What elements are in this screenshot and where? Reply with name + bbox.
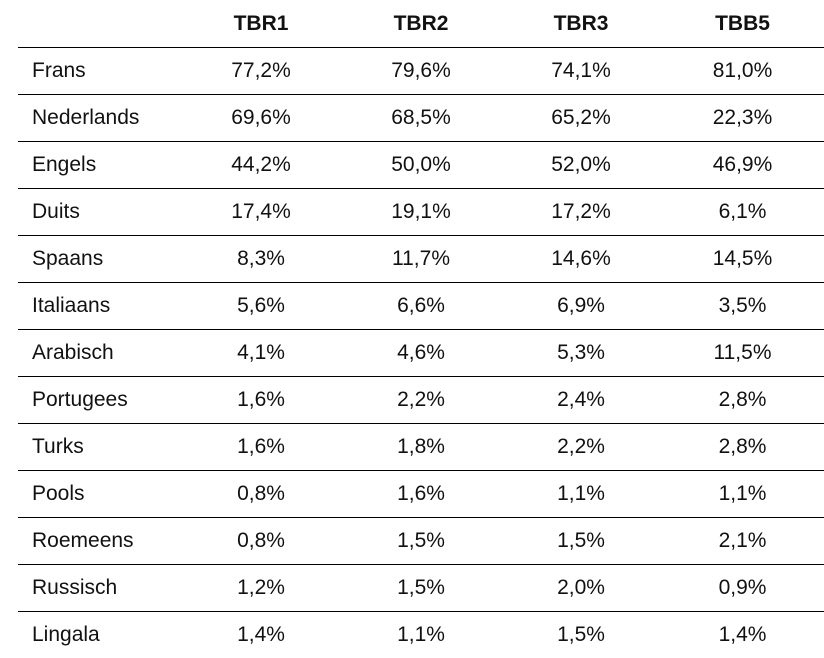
language-cell: Nederlands bbox=[18, 95, 181, 142]
value-cell: 69,6% bbox=[181, 95, 341, 142]
value-cell: 2,2% bbox=[501, 424, 661, 471]
value-cell: 8,3% bbox=[181, 236, 341, 283]
value-cell: 52,0% bbox=[501, 142, 661, 189]
language-cell: Roemeens bbox=[18, 518, 181, 565]
value-cell: 6,6% bbox=[341, 283, 501, 330]
value-cell: 5,3% bbox=[501, 330, 661, 377]
language-cell: Italiaans bbox=[18, 283, 181, 330]
header-row: TBR1 TBR2 TBR3 TBB5 bbox=[18, 0, 824, 48]
value-cell: 1,5% bbox=[501, 612, 661, 658]
header-cell-empty bbox=[18, 0, 181, 48]
value-cell: 1,2% bbox=[181, 565, 341, 612]
value-cell: 2,2% bbox=[341, 377, 501, 424]
value-cell: 22,3% bbox=[661, 95, 824, 142]
value-cell: 17,4% bbox=[181, 189, 341, 236]
value-cell: 1,4% bbox=[661, 612, 824, 658]
value-cell: 14,6% bbox=[501, 236, 661, 283]
value-cell: 0,9% bbox=[661, 565, 824, 612]
value-cell: 81,0% bbox=[661, 48, 824, 95]
language-cell: Frans bbox=[18, 48, 181, 95]
value-cell: 4,6% bbox=[341, 330, 501, 377]
language-cell: Engels bbox=[18, 142, 181, 189]
value-cell: 2,8% bbox=[661, 377, 824, 424]
value-cell: 1,6% bbox=[181, 377, 341, 424]
value-cell: 1,5% bbox=[341, 565, 501, 612]
value-cell: 17,2% bbox=[501, 189, 661, 236]
value-cell: 65,2% bbox=[501, 95, 661, 142]
value-cell: 1,1% bbox=[341, 612, 501, 658]
value-cell: 2,8% bbox=[661, 424, 824, 471]
value-cell: 11,7% bbox=[341, 236, 501, 283]
value-cell: 19,1% bbox=[341, 189, 501, 236]
value-cell: 2,0% bbox=[501, 565, 661, 612]
language-cell: Russisch bbox=[18, 565, 181, 612]
value-cell: 3,5% bbox=[661, 283, 824, 330]
language-cell: Arabisch bbox=[18, 330, 181, 377]
value-cell: 14,5% bbox=[661, 236, 824, 283]
language-cell: Lingala bbox=[18, 612, 181, 658]
value-cell: 1,1% bbox=[501, 471, 661, 518]
value-cell: 11,5% bbox=[661, 330, 824, 377]
value-cell: 79,6% bbox=[341, 48, 501, 95]
value-cell: 6,1% bbox=[661, 189, 824, 236]
value-cell: 77,2% bbox=[181, 48, 341, 95]
header-cell-tbr3: TBR3 bbox=[501, 0, 661, 48]
value-cell: 5,6% bbox=[181, 283, 341, 330]
value-cell: 6,9% bbox=[501, 283, 661, 330]
value-cell: 44,2% bbox=[181, 142, 341, 189]
value-cell: 1,6% bbox=[181, 424, 341, 471]
value-cell: 2,1% bbox=[661, 518, 824, 565]
value-cell: 1,8% bbox=[341, 424, 501, 471]
table-header: TBR1 TBR2 TBR3 TBB5 bbox=[18, 0, 824, 48]
header-cell-tbr1: TBR1 bbox=[181, 0, 341, 48]
value-cell: 4,1% bbox=[181, 330, 341, 377]
language-cell: Spaans bbox=[18, 236, 181, 283]
value-cell: 50,0% bbox=[341, 142, 501, 189]
value-cell: 1,5% bbox=[501, 518, 661, 565]
language-cell: Turks bbox=[18, 424, 181, 471]
value-cell: 1,4% bbox=[181, 612, 341, 658]
language-cell: Duits bbox=[18, 189, 181, 236]
value-cell: 0,8% bbox=[181, 471, 341, 518]
value-cell: 46,9% bbox=[661, 142, 824, 189]
value-cell: 74,1% bbox=[501, 48, 661, 95]
value-cell: 2,4% bbox=[501, 377, 661, 424]
header-cell-tbr2: TBR2 bbox=[341, 0, 501, 48]
value-cell: 1,6% bbox=[341, 471, 501, 518]
value-cell: 0,8% bbox=[181, 518, 341, 565]
value-cell: 68,5% bbox=[341, 95, 501, 142]
language-cell: Pools bbox=[18, 471, 181, 518]
value-cell: 1,5% bbox=[341, 518, 501, 565]
language-cell: Portugees bbox=[18, 377, 181, 424]
header-cell-tbb5: TBB5 bbox=[661, 0, 824, 48]
value-cell: 1,1% bbox=[661, 471, 824, 518]
